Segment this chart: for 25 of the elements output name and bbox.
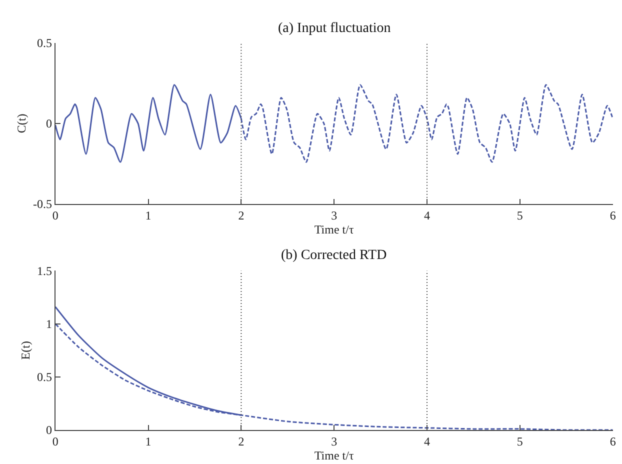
x-tick-label: 6 [610, 434, 616, 448]
y-axis-title: C(t) [14, 114, 28, 134]
x-tick-label: 6 [610, 208, 616, 222]
y-tick-label: 0.5 [36, 370, 52, 384]
y-tick-label: 0 [46, 116, 52, 131]
y-tick-label: 0.5 [36, 36, 52, 50]
y-axis-title: E(t) [18, 341, 32, 360]
x-tick-label: 2 [238, 208, 244, 222]
y-tick-label: 1.5 [36, 264, 52, 278]
x-tick-label: 5 [516, 208, 523, 222]
x-tick-label: 5 [516, 434, 523, 448]
x-tick-label: 1 [145, 434, 152, 448]
y-tick-label: 1 [46, 317, 52, 331]
x-tick-label: 1 [145, 208, 152, 222]
x-tick-label: 4 [424, 434, 430, 448]
y-tick-label: -0.5 [32, 197, 52, 212]
x-tick-label: 3 [331, 208, 338, 222]
x-axis-title: Time t/τ [314, 222, 354, 236]
chart-title: (a) Input fluctuation [278, 21, 391, 36]
chart-title: (b) Corrected RTD [281, 248, 387, 263]
x-tick-label: 2 [238, 434, 244, 448]
x-tick-label: 3 [331, 434, 338, 448]
x-tick-label: 4 [424, 208, 430, 222]
y-tick-label: 0 [46, 423, 52, 438]
x-axis-title: Time t/τ [314, 448, 354, 462]
